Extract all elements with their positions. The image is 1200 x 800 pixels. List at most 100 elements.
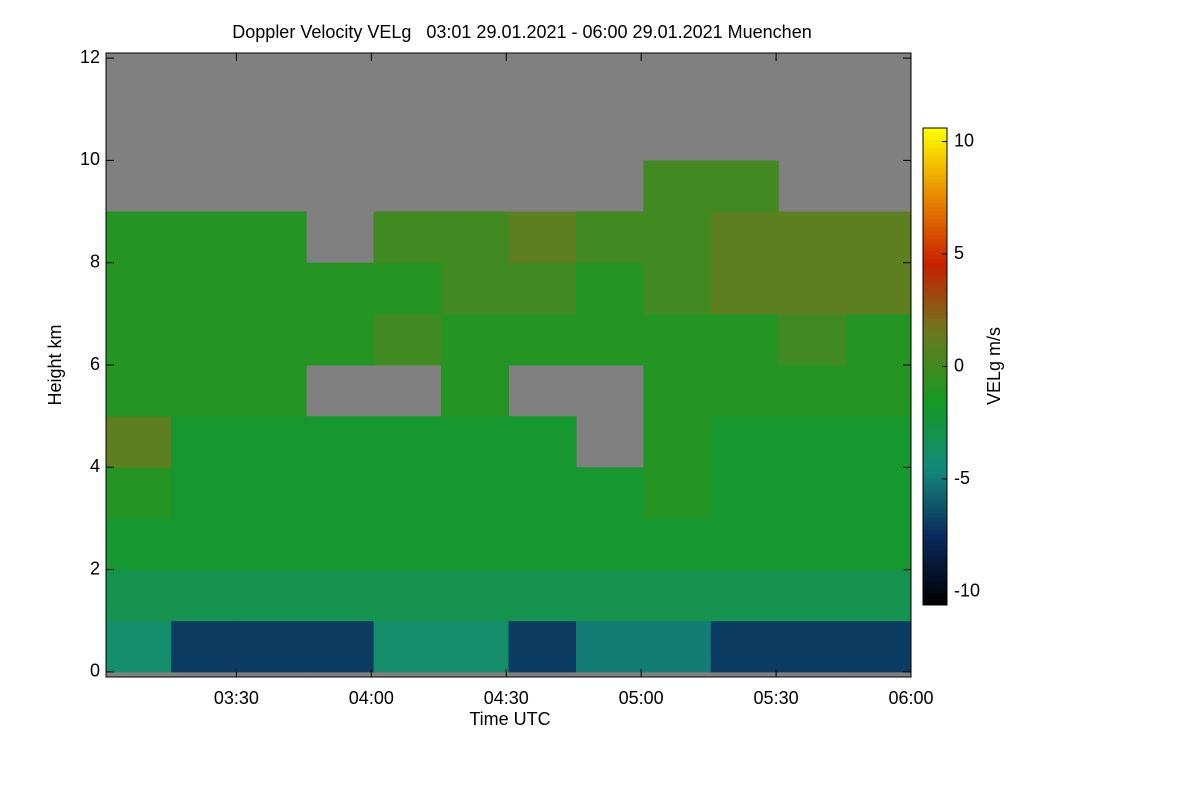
heatmap-cell: [373, 211, 442, 264]
colorbar-segment: [923, 298, 947, 304]
heatmap-cell: [778, 313, 847, 366]
colorbar-segment: [923, 275, 947, 280]
heatmap-cell: [373, 620, 442, 673]
colorbar-segment: [923, 255, 947, 260]
heatmap-cell: [171, 518, 240, 571]
heatmap-cell: [441, 262, 509, 315]
heatmap-cell: [575, 467, 644, 519]
heatmap-cell: [441, 518, 509, 571]
heatmap-cell: [106, 416, 172, 468]
colorbar-segment: [923, 271, 947, 276]
colorbar-segment: [923, 422, 947, 427]
heatmap-cell: [778, 569, 847, 622]
colorbar-segment: [923, 529, 947, 534]
colorbar-segment: [923, 370, 947, 375]
colorbar-segment: [923, 334, 947, 340]
heatmap-cell: [508, 262, 577, 315]
x-tick-label: 04:00: [349, 688, 394, 708]
heatmap-cell: [306, 467, 375, 519]
heatmap-cell: [106, 313, 172, 366]
colorbar-segment: [923, 394, 947, 399]
colorbar-segment: [923, 128, 947, 133]
chart-title: Doppler Velocity VELg 03:01 29.01.2021 -…: [232, 22, 811, 42]
colorbar-segment: [923, 477, 947, 483]
colorbar-segment: [923, 410, 947, 415]
heatmap-cell: [171, 416, 240, 468]
y-tick-label: 0: [90, 661, 100, 681]
heatmap-cell: [778, 365, 847, 417]
colorbar-segment: [923, 473, 947, 479]
colorbar-segment: [923, 283, 947, 288]
heatmap-cell: [508, 416, 577, 468]
heatmap-cell: [575, 620, 644, 673]
heatmap-cell: [778, 518, 847, 571]
colorbar-segment: [923, 449, 947, 455]
colorbar-segment: [923, 593, 947, 598]
heatmap-cell: [306, 569, 375, 622]
colorbar-segment: [923, 306, 947, 312]
colorbar-segment: [923, 167, 947, 173]
heatmap-cell: [643, 620, 712, 673]
heatmap-cell: [306, 518, 375, 571]
colorbar-segment: [923, 493, 947, 499]
heatmap-cell: [106, 365, 172, 417]
y-tick-label: 6: [90, 354, 100, 374]
colorbar-segment: [923, 541, 947, 546]
heatmap-cell: [508, 620, 577, 673]
heatmap-cell: [778, 620, 847, 673]
colorbar-segment: [923, 159, 947, 165]
colorbar-segment: [923, 430, 947, 435]
heatmap-cell: [238, 569, 307, 622]
heatmap-cell: [373, 467, 442, 519]
heatmap-cell: [238, 211, 307, 264]
colorbar-segment: [923, 398, 947, 403]
colorbar-segment: [923, 489, 947, 495]
y-axis-label: Height km: [45, 324, 65, 405]
colorbar-segment: [923, 505, 947, 511]
heatmap-cell: [441, 416, 509, 468]
heatmap-cell: [845, 211, 911, 264]
heatmap-cell: [171, 620, 240, 673]
heatmap-cell: [171, 313, 240, 366]
heatmap-cell: [171, 365, 240, 417]
heatmap-cell: [106, 262, 172, 315]
colorbar-segment: [923, 163, 947, 169]
colorbar-segment: [923, 426, 947, 431]
colorbar-segment: [923, 143, 947, 149]
colorbar-segment: [923, 549, 947, 554]
heatmap-cell: [710, 211, 779, 264]
heatmap-cell: [171, 467, 240, 519]
heatmap-cell: [171, 262, 240, 315]
colorbar-segment: [923, 207, 947, 212]
heatmap-cell: [778, 211, 847, 264]
heatmap-cell: [106, 569, 172, 622]
heatmap-cell: [508, 211, 577, 264]
heatmap-cell: [643, 416, 712, 468]
colorbar-segment: [923, 223, 947, 228]
heatmap-cell: [643, 518, 712, 571]
colorbar-segment: [923, 509, 947, 515]
colorbar-tick-label: 10: [954, 130, 974, 150]
colorbar-segment: [923, 135, 947, 141]
colorbar-segment: [923, 183, 947, 189]
heatmap-cell: [508, 569, 577, 622]
colorbar-segment: [923, 453, 947, 459]
heatmap-cell: [643, 313, 712, 366]
colorbar-segment: [923, 501, 947, 507]
colorbar-segment: [923, 386, 947, 391]
colorbar-segment: [923, 267, 947, 272]
colorbar-segment: [923, 199, 947, 205]
colorbar-segment: [923, 597, 947, 602]
colorbar-segment: [923, 235, 947, 240]
heatmap-cell: [306, 262, 375, 315]
colorbar-segment: [923, 179, 947, 185]
heatmap-cell: [845, 518, 911, 571]
heatmap-cell: [373, 518, 442, 571]
colorbar-segment: [923, 171, 947, 177]
colorbar-tick-label: 5: [954, 243, 964, 263]
heatmap-cell: [710, 416, 779, 468]
colorbar-segment: [923, 414, 947, 419]
heatmap-cell: [778, 416, 847, 468]
colorbar-segment: [923, 314, 947, 320]
